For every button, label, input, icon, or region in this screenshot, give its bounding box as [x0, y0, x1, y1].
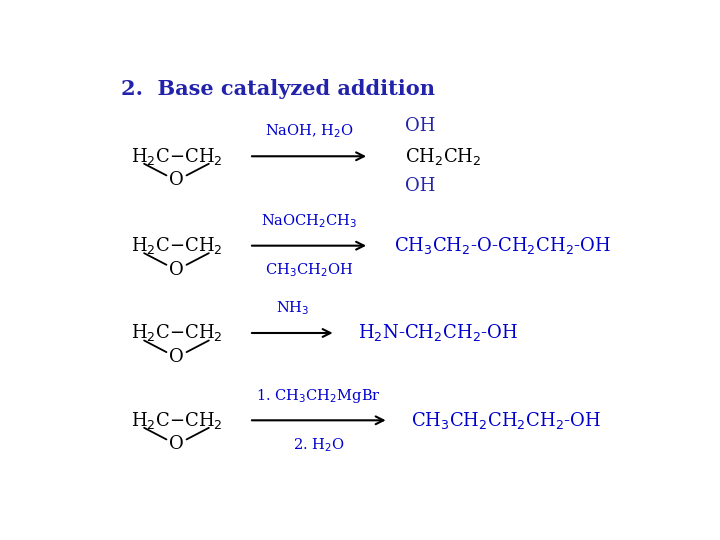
Text: 1. CH$_3$CH$_2$MgBr: 1. CH$_3$CH$_2$MgBr: [256, 387, 381, 404]
Text: OH: OH: [405, 117, 436, 136]
Text: CH$_3$CH$_2$-O-CH$_2$CH$_2$-OH: CH$_3$CH$_2$-O-CH$_2$CH$_2$-OH: [394, 235, 611, 256]
Text: CH$_3$CH$_2$OH: CH$_3$CH$_2$OH: [265, 261, 353, 279]
Text: O: O: [169, 348, 184, 366]
Text: H$_2$N-CH$_2$CH$_2$-OH: H$_2$N-CH$_2$CH$_2$-OH: [358, 322, 518, 343]
Text: 2.  Base catalyzed addition: 2. Base catalyzed addition: [121, 79, 435, 99]
Text: H$_2$C$-$CH$_2$: H$_2$C$-$CH$_2$: [130, 322, 222, 343]
Text: O: O: [169, 171, 184, 190]
Text: OH: OH: [405, 177, 436, 195]
Text: O: O: [169, 261, 184, 279]
Text: H$_2$C$-$CH$_2$: H$_2$C$-$CH$_2$: [130, 235, 222, 256]
Text: NaOCH$_2$CH$_3$: NaOCH$_2$CH$_3$: [261, 212, 357, 230]
Text: H$_2$C$-$CH$_2$: H$_2$C$-$CH$_2$: [130, 146, 222, 167]
Text: NH$_3$: NH$_3$: [276, 300, 309, 317]
Text: 2. H$_2$O: 2. H$_2$O: [293, 436, 345, 454]
Text: CH$_2$CH$_2$: CH$_2$CH$_2$: [405, 146, 482, 167]
Text: H$_2$C$-$CH$_2$: H$_2$C$-$CH$_2$: [130, 410, 222, 431]
Text: CH$_3$CH$_2$CH$_2$CH$_2$-OH: CH$_3$CH$_2$CH$_2$CH$_2$-OH: [411, 410, 601, 431]
Text: NaOH, H$_2$O: NaOH, H$_2$O: [265, 123, 354, 140]
Text: O: O: [169, 435, 184, 454]
